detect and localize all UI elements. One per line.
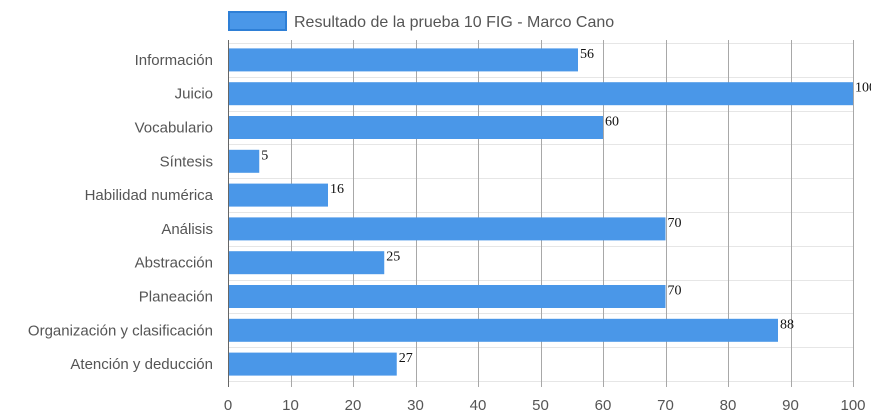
data-label: 5 [261,148,268,163]
x-tick-label: 0 [224,397,232,414]
x-tick-label: 30 [407,397,424,414]
category-label: Síntesis [160,153,213,170]
data-label: 56 [580,47,594,62]
data-label: 88 [780,317,794,332]
x-tick-label: 70 [657,397,674,414]
x-tick-label: 90 [782,397,799,414]
category-label: Juicio [175,86,213,103]
data-label: 100 [855,81,871,96]
bar[interactable] [229,183,328,207]
data-labels: 56 100 60 5 16 70 25 70 88 27 [261,47,871,366]
x-tick-label: 60 [595,397,612,414]
data-label: 70 [668,216,682,231]
category-label: Vocabulario [135,120,213,137]
legend-swatch [228,11,287,31]
data-label: 16 [330,182,344,197]
bar[interactable] [229,116,603,139]
data-label: 60 [605,115,619,130]
x-tick-label: 40 [470,397,487,414]
category-label: Organización y clasificación [28,322,213,339]
category-label: Atención y deducción [70,356,213,373]
data-label: 70 [668,284,682,299]
category-label: Planeación [139,289,213,306]
bar[interactable] [229,352,397,376]
category-label: Análisis [161,221,213,238]
x-tick-label: 50 [532,397,549,414]
bar[interactable] [229,48,578,72]
x-tick-label: 20 [345,397,362,414]
bars [229,48,853,376]
category-label: Habilidad numérica [85,187,214,204]
x-tick-label: 100 [840,397,865,414]
x-tick-label: 80 [720,397,737,414]
bar[interactable] [229,318,778,342]
legend[interactable]: Resultado de la prueba 10 FIG - Marco Ca… [228,11,614,31]
x-tick-labels: 0 10 20 30 40 50 60 70 80 90 100 [224,397,866,414]
bar[interactable] [229,149,260,173]
bar[interactable] [229,217,666,241]
x-tick-label: 10 [282,397,299,414]
bar[interactable] [229,82,853,106]
bar[interactable] [229,285,666,308]
data-label: 25 [386,250,400,265]
data-label: 27 [399,351,413,366]
category-labels: Información Juicio Vocabulario Síntesis Habi… [28,52,214,373]
bar[interactable] [229,251,385,275]
category-label: Abstracción [135,255,213,272]
category-label: Información [135,52,213,69]
legend-label: Resultado de la prueba 10 FIG - Marco Ca… [294,14,614,31]
